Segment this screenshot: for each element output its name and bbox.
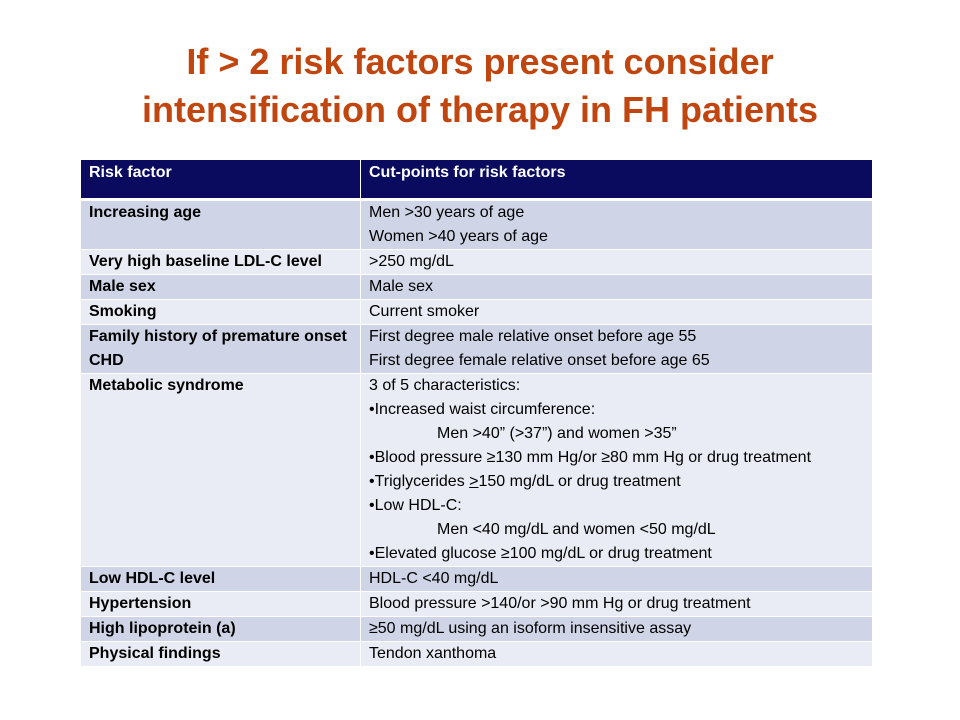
underlined-greater-than: > xyxy=(469,473,479,490)
cut-point-line: 3 of 5 characteristics: xyxy=(369,377,521,394)
cut-point-cell: Male sex xyxy=(360,274,873,300)
cut-point-line: Current smoker xyxy=(369,303,480,320)
slide-title: If > 2 risk factors present consider int… xyxy=(60,38,900,134)
cut-point-cell: Current smoker xyxy=(360,299,873,325)
cut-point-line: First degree male relative onset before … xyxy=(369,328,697,345)
risk-factor-cell: Increasing age xyxy=(80,199,361,250)
cut-point-line: Women >40 years of age xyxy=(369,228,548,245)
cut-point-cell: ≥50 mg/dL using an isoform insensitive a… xyxy=(360,616,873,642)
risk-factor-cell: Male sex xyxy=(80,274,361,300)
risk-factor-cell: Metabolic syndrome xyxy=(80,373,361,567)
cut-point-line: •Low HDL-C: xyxy=(369,497,462,514)
title-line-2: intensification of therapy in FH patient… xyxy=(141,89,819,130)
cut-point-line: First degree female relative onset befor… xyxy=(369,352,710,369)
table-header-row: Risk factor Cut-points for risk factors xyxy=(80,159,873,201)
cut-point-cell: Men >30 years of age Women >40 years of … xyxy=(360,199,873,250)
table-row: Male sex Male sex xyxy=(80,274,873,300)
risk-factor-cell: Very high baseline LDL-C level xyxy=(80,249,361,275)
table-row: Physical findings Tendon xanthoma xyxy=(80,641,873,667)
risk-factor-table: Risk factor Cut-points for risk factors … xyxy=(80,159,873,667)
risk-factor-cell: Smoking xyxy=(80,299,361,325)
cut-point-line: HDL-C <40 mg/dL xyxy=(369,570,499,587)
table-row: Hypertension Blood pressure >140/or >90 … xyxy=(80,591,873,617)
table-row: Very high baseline LDL-C level >250 mg/d… xyxy=(80,249,873,275)
table-row: Metabolic syndrome 3 of 5 characteristic… xyxy=(80,373,873,567)
cut-point-cell: Tendon xanthoma xyxy=(360,641,873,667)
risk-factor-cell: Low HDL-C level xyxy=(80,566,361,592)
cut-point-line: •Elevated glucose ≥100 mg/dL or drug tre… xyxy=(369,545,712,562)
cut-point-cell: >250 mg/dL xyxy=(360,249,873,275)
cut-point-line: Men >40” (>37”) and women >35” xyxy=(437,425,677,442)
cut-point-line: >250 mg/dL xyxy=(369,253,454,270)
cut-point-line: Tendon xanthoma xyxy=(369,645,497,662)
table-row: Family history of premature onset CHD Fi… xyxy=(80,324,873,374)
cut-point-text: •Triglycerides xyxy=(369,473,470,490)
cut-point-line: •Triglycerides >150 mg/dL or drug treatm… xyxy=(369,470,864,494)
cut-point-line: Male sex xyxy=(369,278,434,295)
cut-point-cell: Blood pressure >140/or >90 mm Hg or drug… xyxy=(360,591,873,617)
cut-point-cell: 3 of 5 characteristics: •Increased waist… xyxy=(360,373,873,567)
risk-factor-cell: Family history of premature onset CHD xyxy=(80,324,361,374)
cut-point-line: •Blood pressure ≥130 mm Hg/or ≥80 mm Hg … xyxy=(369,449,812,466)
cut-point-text: 150 mg/dL or drug treatment xyxy=(478,473,681,490)
cut-point-line: Men >30 years of age xyxy=(369,204,525,221)
risk-factor-cell: Physical findings xyxy=(80,641,361,667)
table-row: Low HDL-C level HDL-C <40 mg/dL xyxy=(80,566,873,592)
cut-point-cell: HDL-C <40 mg/dL xyxy=(360,566,873,592)
cut-point-line: Men <40 mg/dL and women <50 mg/dL xyxy=(437,521,716,538)
risk-factor-cell: Hypertension xyxy=(80,591,361,617)
risk-factor-cell: High lipoprotein (a) xyxy=(80,616,361,642)
header-cut-points: Cut-points for risk factors xyxy=(360,159,873,201)
table-row: High lipoprotein (a) ≥50 mg/dL using an … xyxy=(80,616,873,642)
cut-point-line: ≥50 mg/dL using an isoform insensitive a… xyxy=(369,620,692,637)
title-line-1: If > 2 risk factors present consider xyxy=(186,41,774,82)
table-row: Smoking Current smoker xyxy=(80,299,873,325)
header-risk-factor: Risk factor xyxy=(80,159,361,201)
cut-point-cell: First degree male relative onset before … xyxy=(360,324,873,374)
table-row: Increasing age Men >30 years of age Wome… xyxy=(80,199,873,250)
cut-point-line: •Increased waist circumference: xyxy=(369,401,596,418)
cut-point-line: Blood pressure >140/or >90 mm Hg or drug… xyxy=(369,595,751,612)
